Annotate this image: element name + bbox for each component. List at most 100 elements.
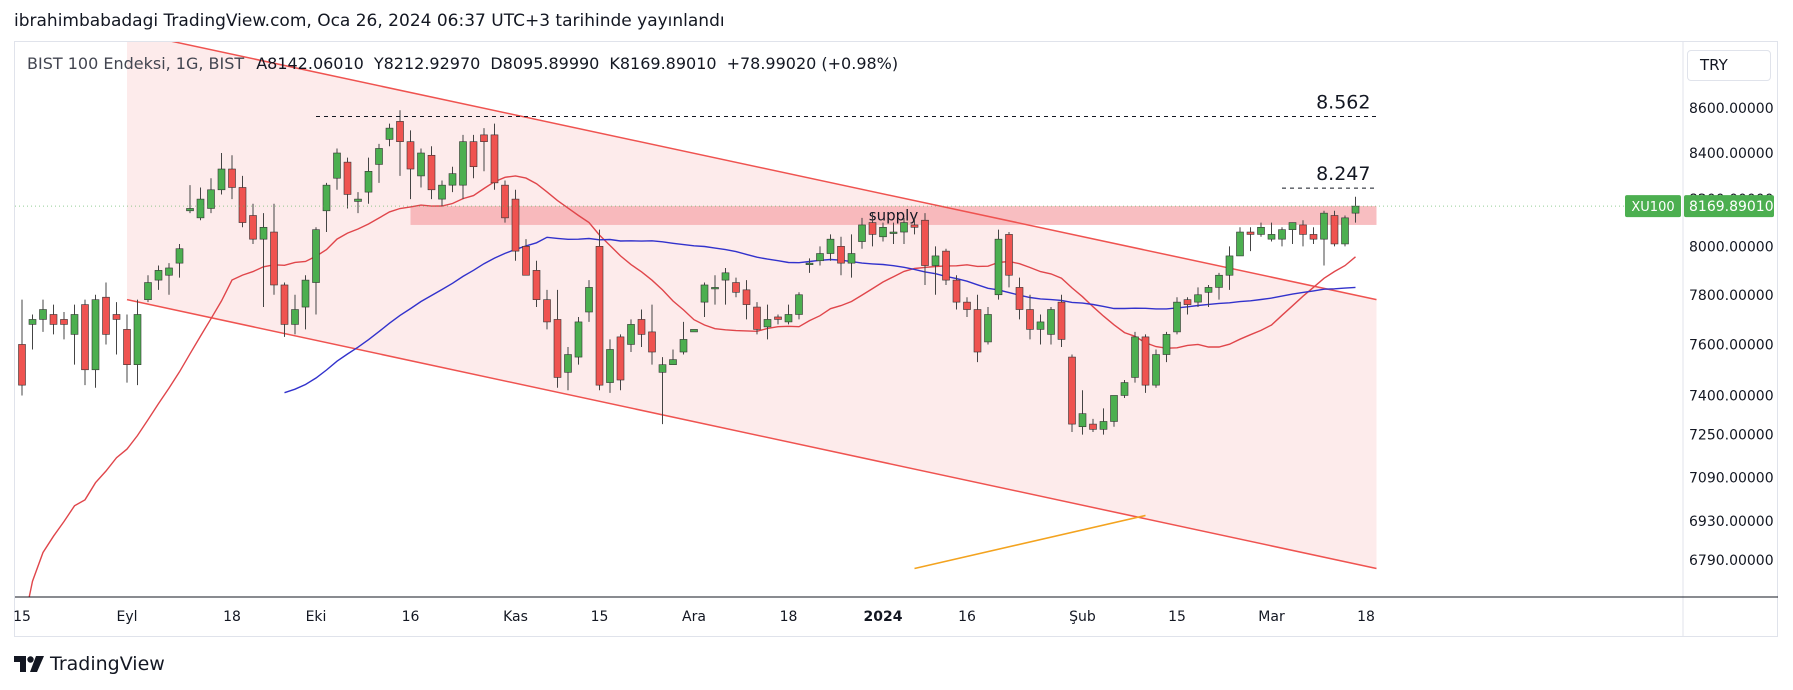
change-value: +78.99020 (+0.98%) <box>726 54 899 73</box>
candle <box>322 182 331 233</box>
candle <box>1141 334 1150 393</box>
high-value: Y8212.92970 <box>373 54 481 73</box>
candle-body <box>438 184 446 200</box>
candle <box>70 304 79 365</box>
candle <box>1257 222 1265 237</box>
candle-body <box>1089 423 1097 430</box>
candle-body <box>1341 217 1349 245</box>
candle-body <box>1173 301 1181 333</box>
candle <box>1299 220 1307 247</box>
candle <box>28 314 37 350</box>
candle <box>490 123 499 190</box>
candle <box>312 227 320 315</box>
candle-body <box>816 253 824 262</box>
candle <box>858 217 866 249</box>
candle-body <box>963 301 971 310</box>
price-tick-label: 7090.00000 <box>1689 470 1774 486</box>
candle-body <box>711 287 719 290</box>
candle <box>1089 418 1097 432</box>
candle <box>18 299 26 396</box>
candle-body <box>196 198 205 219</box>
candle-body <box>312 229 320 283</box>
candle <box>774 314 782 325</box>
candle-body <box>270 231 278 286</box>
candle-body <box>343 161 352 195</box>
candle <box>459 134 467 200</box>
candle <box>679 321 688 355</box>
time-tick-label: 16 <box>402 609 420 625</box>
candle-body <box>1236 231 1244 257</box>
candle <box>763 304 772 340</box>
candle-body <box>133 314 142 365</box>
candle-body <box>564 354 572 373</box>
candle <box>1173 297 1181 335</box>
candle <box>385 123 394 147</box>
level-high-label: 8.562 <box>1316 91 1370 113</box>
candle-body <box>910 224 919 228</box>
candle <box>1068 354 1076 432</box>
candle <box>1047 307 1055 345</box>
candle-body <box>280 284 289 325</box>
candle-body <box>1299 224 1307 235</box>
time-tick-label: 2024 <box>864 609 903 625</box>
candle-body <box>858 224 866 242</box>
candle-body <box>973 309 982 353</box>
candle <box>826 234 835 261</box>
symbol-name[interactable]: BIST 100 Endeksi, 1G, BIST <box>27 54 245 73</box>
candle-body <box>532 270 541 300</box>
candle <box>228 155 236 200</box>
candle <box>406 130 415 200</box>
candle-body <box>585 287 593 313</box>
candle <box>165 263 173 295</box>
candle <box>1078 390 1087 435</box>
time-tick-label: Ara <box>682 609 706 625</box>
time-tick-label: Kas <box>503 609 528 625</box>
candle-body <box>385 127 394 140</box>
candle-body <box>60 319 68 325</box>
candle <box>375 143 383 183</box>
candle-body <box>595 246 604 386</box>
candle-body <box>480 134 488 142</box>
candle-body <box>669 359 677 365</box>
chart-frame <box>14 41 1778 637</box>
candle-body <box>228 168 236 188</box>
candle <box>364 157 373 204</box>
candle <box>658 357 667 425</box>
candle-body <box>469 141 478 168</box>
candle <box>595 229 604 391</box>
candle <box>39 299 47 332</box>
candle-body <box>1120 382 1129 396</box>
ohlc-legend: BIST 100 Endeksi, 1G, BIST A8142.06010 Y82… <box>27 54 908 73</box>
candle <box>963 297 971 317</box>
candle <box>553 289 562 388</box>
candle <box>669 349 677 365</box>
candle <box>627 319 635 353</box>
candle <box>427 146 436 200</box>
candle <box>1194 287 1202 308</box>
candle <box>742 280 751 320</box>
candle <box>1278 227 1286 247</box>
candle-body <box>459 141 467 186</box>
currency-selector[interactable]: TRY <box>1687 50 1771 81</box>
channel-fill <box>127 42 1377 569</box>
candle <box>889 222 898 244</box>
candle-body <box>1257 226 1265 235</box>
tradingview-logo-icon <box>14 656 44 672</box>
candle <box>1162 331 1171 363</box>
candle <box>543 289 551 330</box>
tradingview-brand[interactable]: TradingView <box>14 652 165 676</box>
candle-body <box>658 364 667 373</box>
price-tick-label: 6790.00000 <box>1689 553 1774 569</box>
candle <box>154 265 163 290</box>
candle <box>469 134 478 179</box>
ma-red-line <box>28 175 1356 597</box>
candle-body <box>112 314 121 320</box>
candle <box>333 148 341 190</box>
candle-body <box>1005 234 1013 276</box>
candle-body <box>333 152 341 179</box>
candle <box>196 187 205 221</box>
candle <box>238 175 247 228</box>
candle <box>438 180 446 207</box>
candle-body <box>375 148 383 165</box>
